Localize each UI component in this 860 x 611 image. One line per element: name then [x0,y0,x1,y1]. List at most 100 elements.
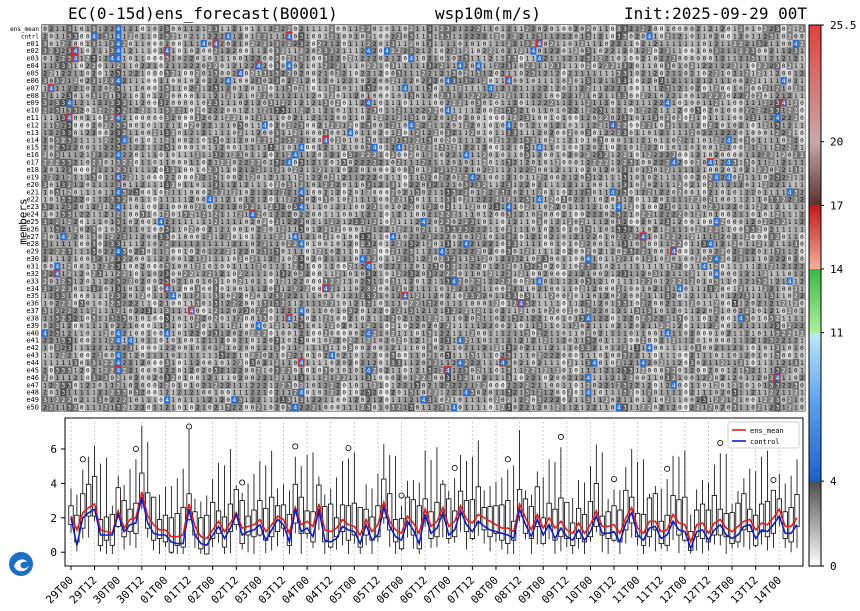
heatmap-cell-value: 1 [135,26,139,33]
heatmap-cell-value: 1 [770,130,774,137]
heatmap-cell-value: 2 [648,93,652,100]
heatmap-cell-value: 1 [141,48,145,55]
heatmap-cell-value: 1 [379,63,383,70]
heatmap-cell-value: 3 [660,78,664,85]
heatmap-cell-value: 1 [635,145,639,152]
heatmap-cell-value: 0 [232,56,236,63]
heatmap-cell-value: 2 [648,48,652,55]
heatmap-cell-value: 0 [556,145,560,152]
heatmap-cell-value: 2 [678,160,682,167]
heatmap-cell-value: 2 [391,78,395,85]
heatmap-cell-value: 0 [153,48,157,55]
heatmap-cell-value: 2 [409,41,413,48]
heatmap-cell-value: 2 [666,93,670,100]
heatmap-cell-value: 1 [532,56,536,63]
heatmap-cell-value: 0 [104,160,108,167]
heatmap-cell-value: 2 [294,137,298,144]
heatmap-cell-value: 1 [214,145,218,152]
heatmap-cell-value: 3 [239,122,243,129]
heatmap-cell-value: 0 [190,48,194,55]
heatmap-cell-value: 3 [696,108,700,115]
heatmap-cell-value: 1 [586,122,590,129]
heatmap-cell-value: 2 [104,108,108,115]
heatmap-cell-value: 1 [544,33,548,40]
heatmap-cell-value: 0 [660,93,664,100]
heatmap-cell-value: 1 [300,152,304,159]
heatmap-cell-value: 1 [684,78,688,85]
heatmap-cell-value: 0 [495,115,499,122]
heatmap-cell-value: 0 [190,93,194,100]
heatmap-cell-value: 0 [147,70,151,77]
heatmap-cell-value: 1 [477,160,481,167]
heatmap-cell-value: 0 [190,167,194,174]
heatmap-cell-value: 4 [116,48,120,55]
heatmap-cell-value: 0 [483,41,487,48]
heatmap-cell-value: 1 [153,145,157,152]
heatmap-cell-value: 0 [153,85,157,92]
heatmap-cell-value: 2 [62,70,66,77]
heatmap-cell-value: 0 [764,48,768,55]
heatmap-cell-value: 0 [153,26,157,33]
heatmap-cell-value: 2 [281,70,285,77]
heatmap-cell-value: 2 [123,93,127,100]
heatmap-cell-value: 2 [62,93,66,100]
heatmap-cell-value: 0 [629,108,633,115]
heatmap-cell-value: 2 [788,137,792,144]
heatmap-cell-value: 2 [483,152,487,159]
heatmap-cell-value: 1 [501,145,505,152]
heatmap-cell-value: 2 [471,130,475,137]
heatmap-cell-value: 1 [123,33,127,40]
heatmap-cell-value: 0 [672,137,676,144]
heatmap-cell-value: 0 [196,56,200,63]
heatmap-cell-value: 1 [281,152,285,159]
heatmap-cell-value: 1 [165,78,169,85]
heatmap-cell-value: 1 [141,93,145,100]
heatmap-cell-value: 1 [654,122,658,129]
heatmap-cell-value: 2 [605,160,609,167]
heatmap-cell-value: 0 [86,33,90,40]
heatmap-cell-value: 1 [300,78,304,85]
heatmap-cell-value: 1 [226,100,230,107]
heatmap-cell-value: 2 [318,41,322,48]
heatmap-cell-value: 2 [232,63,236,70]
heatmap-cell-value: 0 [739,100,743,107]
heatmap-cell-value: 1 [666,108,670,115]
heatmap-cell-value: 2 [458,93,462,100]
heatmap-cell-value: 1 [239,108,243,115]
heatmap-cell-value: 1 [556,100,560,107]
heatmap-cell-value: 0 [80,167,84,174]
heatmap-cell-value: 2 [623,48,627,55]
heatmap-cell-value: 3 [532,70,536,77]
heatmap-cell-value: 3 [43,41,47,48]
heatmap-cell-value: 1 [220,93,224,100]
heatmap-cell-value: 2 [641,48,645,55]
heatmap-cell-value: 2 [68,41,72,48]
heatmap-cell-value: 0 [361,93,365,100]
heatmap-cell-value: 1 [55,115,59,122]
heatmap-cell-value: 4 [727,160,731,167]
heatmap-cell-value: 0 [733,152,737,159]
heatmap-cell-value: 0 [135,33,139,40]
heatmap-cell-value: 2 [62,122,66,129]
heatmap-cell-value: 2 [696,85,700,92]
heatmap-cell-value: 1 [190,160,194,167]
heatmap-cell-value: 0 [49,137,53,144]
heatmap-cell-value: 1 [330,41,334,48]
heatmap-cell-value: 2 [397,130,401,137]
heatmap-cell-value: 2 [434,108,438,115]
heatmap-cell-value: 0 [416,152,420,159]
heatmap-cell-value: 0 [593,93,597,100]
heatmap-cell-value: 1 [62,33,66,40]
heatmap-cell-value: 1 [159,160,163,167]
heatmap-cell-value: 0 [574,115,578,122]
heatmap-cell-value: 2 [165,63,169,70]
heatmap-cell-value: 1 [129,63,133,70]
heatmap-cell-value: 2 [666,115,670,122]
heatmap-cell-value: 0 [562,160,566,167]
heatmap-cell-value: 0 [800,108,804,115]
heatmap-cell-value: 4 [348,130,352,137]
heatmap-cell-value: 0 [727,26,731,33]
heatmap-cell-value: 2 [190,63,194,70]
heatmap-cell-value: 2 [251,56,255,63]
heatmap-cell-value: 3 [43,48,47,55]
